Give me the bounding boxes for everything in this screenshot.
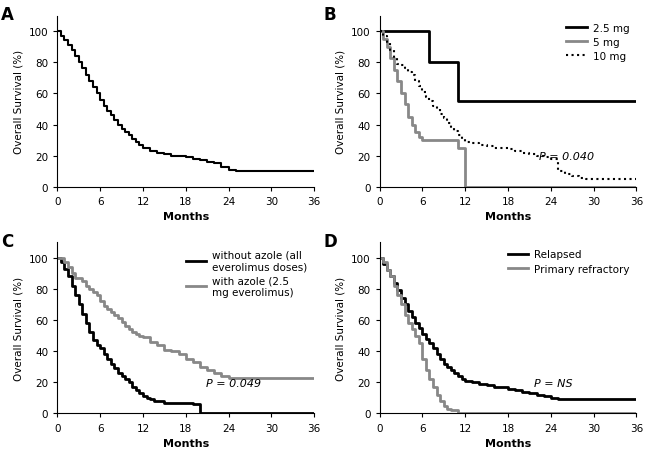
Text: A: A xyxy=(1,6,14,24)
Text: D: D xyxy=(323,233,337,250)
Text: B: B xyxy=(323,6,335,24)
Text: P = 0.040: P = 0.040 xyxy=(539,152,594,162)
Text: C: C xyxy=(1,233,13,250)
X-axis label: Months: Months xyxy=(485,438,531,448)
Y-axis label: Overall Survival (%): Overall Survival (%) xyxy=(13,276,23,380)
Legend: without azole (all
everolimus doses), with azole (2.5
mg everolimus): without azole (all everolimus doses), wi… xyxy=(183,248,309,299)
X-axis label: Months: Months xyxy=(162,438,209,448)
Y-axis label: Overall Survival (%): Overall Survival (%) xyxy=(335,50,345,154)
Text: P = 0.049: P = 0.049 xyxy=(206,378,261,388)
Y-axis label: Overall Survival (%): Overall Survival (%) xyxy=(335,276,345,380)
X-axis label: Months: Months xyxy=(162,212,209,222)
Legend: Relapsed, Primary refractory: Relapsed, Primary refractory xyxy=(506,248,631,276)
X-axis label: Months: Months xyxy=(485,212,531,222)
Legend: 2.5 mg, 5 mg, 10 mg: 2.5 mg, 5 mg, 10 mg xyxy=(564,22,631,64)
Y-axis label: Overall Survival (%): Overall Survival (%) xyxy=(13,50,23,154)
Text: P = NS: P = NS xyxy=(534,378,572,388)
